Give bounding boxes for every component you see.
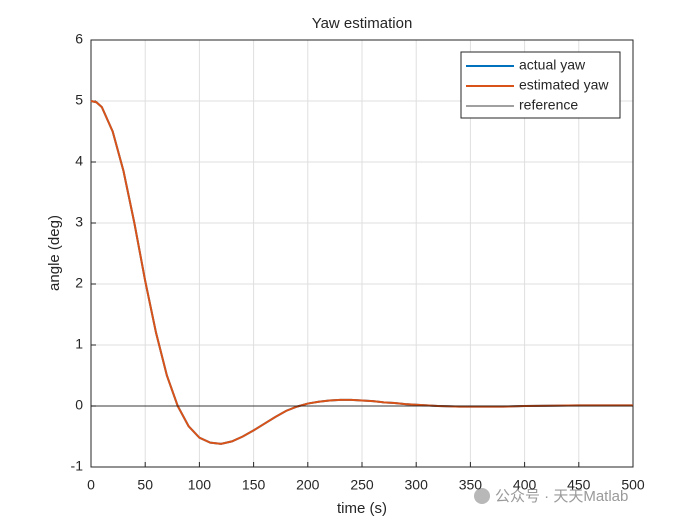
- axes-box: [90, 39, 634, 468]
- x-tick-label: 200: [296, 477, 320, 493]
- x-tick-label: 0: [87, 477, 95, 493]
- y-tick-label: 2: [75, 275, 83, 291]
- watermark: 公众号 · 天天Matlab: [495, 488, 628, 505]
- x-tick-label: 500: [621, 477, 645, 493]
- x-tick-label: 150: [242, 477, 266, 493]
- legend-label: reference: [519, 97, 578, 113]
- y-axis-label: angle (deg): [46, 215, 63, 291]
- x-tick-label: 50: [137, 477, 153, 493]
- x-tick-label: 100: [188, 477, 212, 493]
- x-tick-label: 250: [350, 477, 374, 493]
- y-tick-label: 3: [75, 214, 83, 230]
- data-line: [90, 100, 633, 445]
- chart-title: Yaw estimation: [312, 15, 413, 32]
- legend-label: actual yaw: [519, 57, 586, 73]
- y-tick-label: 4: [75, 153, 83, 169]
- x-tick-label: 300: [405, 477, 429, 493]
- y-tick-label: -1: [71, 458, 84, 474]
- y-tick-label: 6: [75, 31, 83, 47]
- x-tick-label: 450: [567, 477, 591, 493]
- y-tick-label: 0: [75, 397, 83, 413]
- y-tick-label: 5: [75, 92, 83, 108]
- x-tick-label: 350: [459, 477, 483, 493]
- watermark-icon: [474, 488, 490, 504]
- legend-label: estimated yaw: [519, 77, 609, 93]
- x-tick-label: 400: [513, 477, 537, 493]
- watermark-group: 公众号 · 天天Matlab: [474, 488, 628, 505]
- y-tick-label: 1: [75, 336, 83, 352]
- x-axis-label: time (s): [337, 500, 387, 517]
